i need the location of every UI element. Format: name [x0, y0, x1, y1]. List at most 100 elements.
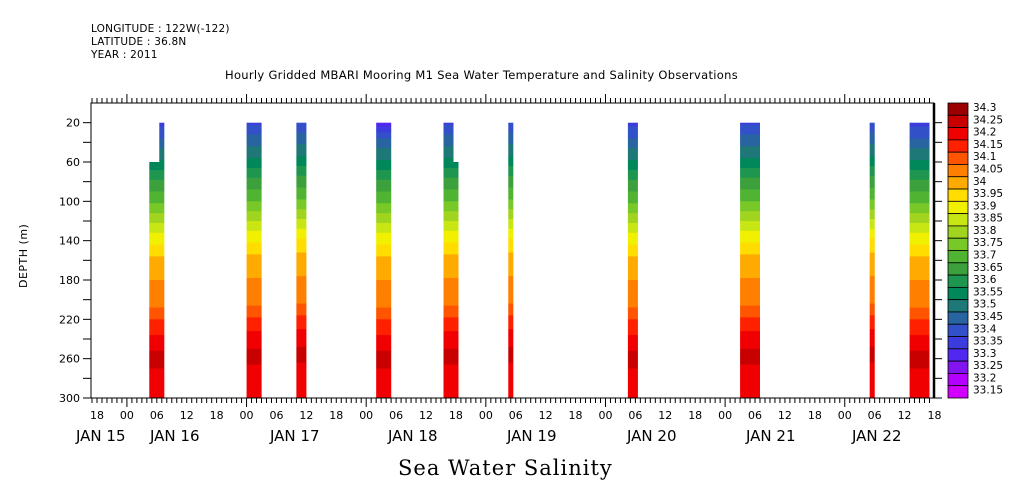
salinity-cell	[627, 152, 638, 155]
x-hour-label: 06	[509, 409, 523, 422]
salinity-cell	[627, 189, 638, 192]
salinity-cell	[909, 142, 930, 145]
salinity-cell	[909, 323, 930, 326]
salinity-cell	[869, 287, 875, 291]
salinity-cell	[376, 364, 392, 367]
salinity-cell	[149, 169, 165, 173]
salinity-cell	[376, 205, 392, 208]
salinity-cell	[443, 283, 459, 287]
salinity-cell	[159, 132, 165, 135]
salinity-cell	[443, 209, 459, 212]
salinity-cell	[443, 148, 454, 151]
salinity-cell	[869, 189, 875, 192]
salinity-cell	[376, 146, 392, 149]
salinity-cell	[508, 156, 514, 159]
salinity-cell	[443, 232, 459, 236]
salinity-cell	[443, 394, 459, 397]
salinity-cell	[627, 122, 638, 126]
salinity-cell	[740, 295, 760, 299]
salinity-cell	[296, 270, 307, 273]
salinity-cell	[443, 138, 454, 141]
salinity-cell	[443, 376, 459, 379]
salinity-cell	[869, 329, 875, 332]
salinity-cell	[296, 126, 307, 129]
salinity-cell	[627, 164, 638, 167]
salinity-cell	[740, 165, 760, 169]
salinity-cell	[376, 219, 392, 222]
salinity-cell	[627, 376, 638, 379]
colorbar-swatch	[947, 262, 969, 276]
salinity-cell	[246, 223, 262, 226]
salinity-cell	[627, 219, 638, 222]
salinity-cell	[376, 358, 392, 362]
colorbar-swatch	[947, 348, 969, 362]
salinity-cell	[296, 209, 307, 212]
salinity-cell	[508, 384, 514, 387]
salinity-cell	[149, 242, 165, 245]
salinity-cell	[869, 364, 875, 367]
salinity-cell	[149, 276, 165, 279]
salinity-cell	[869, 274, 875, 277]
salinity-cell	[740, 342, 760, 346]
salinity-cell	[296, 165, 307, 169]
salinity-cell	[296, 173, 307, 177]
salinity-cell	[296, 331, 307, 334]
salinity-cell	[627, 175, 638, 179]
salinity-cell	[869, 193, 875, 196]
salinity-cell	[627, 311, 638, 314]
salinity-cell	[909, 256, 930, 259]
colorbar-swatch	[947, 151, 969, 165]
salinity-cell	[443, 238, 459, 242]
salinity-cell	[869, 394, 875, 397]
salinity-cell	[508, 162, 514, 165]
salinity-cell	[740, 293, 760, 297]
x-hour-label: 00	[479, 409, 493, 422]
salinity-cell	[149, 262, 165, 265]
salinity-cell	[159, 148, 165, 151]
salinity-cell	[296, 339, 307, 342]
salinity-cell	[149, 195, 165, 198]
salinity-cell	[909, 307, 930, 310]
salinity-cell	[149, 199, 165, 202]
salinity-cell	[909, 352, 930, 356]
salinity-cell	[149, 354, 165, 358]
salinity-cell	[740, 384, 760, 387]
observation-column	[869, 122, 875, 399]
salinity-cell	[869, 325, 875, 328]
salinity-cell	[627, 303, 638, 306]
salinity-cell	[869, 122, 875, 126]
salinity-cell	[909, 287, 930, 291]
salinity-cell	[246, 331, 262, 334]
salinity-cell	[376, 282, 392, 285]
salinity-cell	[149, 325, 165, 328]
observation-column	[740, 122, 760, 399]
salinity-cell	[869, 234, 875, 238]
colorbar-label: 33.3	[973, 348, 996, 360]
salinity-cell	[869, 144, 875, 147]
salinity-cell	[443, 317, 459, 320]
salinity-cell	[869, 140, 875, 143]
salinity-cell	[508, 346, 514, 350]
salinity-cell	[246, 352, 262, 356]
salinity-cell	[246, 162, 262, 165]
salinity-cell	[149, 264, 165, 267]
salinity-cell	[149, 209, 165, 212]
salinity-cell	[149, 348, 165, 352]
salinity-cell	[909, 136, 930, 139]
colorbar-label: 33.15	[973, 385, 1003, 397]
x-date-label: JAN 16	[149, 427, 200, 445]
salinity-cell	[508, 297, 514, 301]
salinity-cell	[869, 254, 875, 257]
salinity-cell	[909, 165, 930, 169]
salinity-cell	[296, 297, 307, 301]
salinity-cell	[443, 181, 459, 185]
salinity-cell	[909, 128, 930, 131]
salinity-cell	[149, 339, 165, 342]
salinity-cell	[909, 173, 930, 177]
salinity-cell	[159, 134, 165, 137]
salinity-cell	[627, 291, 638, 295]
salinity-cell	[246, 378, 262, 381]
salinity-cell	[740, 280, 760, 283]
salinity-cell	[376, 380, 392, 383]
salinity-cell	[508, 283, 514, 287]
